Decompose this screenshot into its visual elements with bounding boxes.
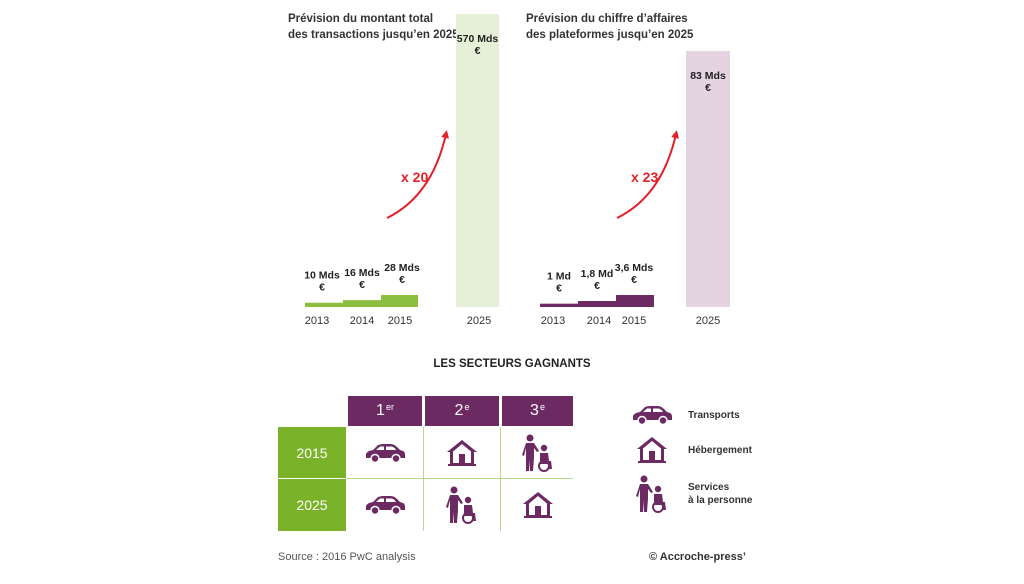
grid-vline-2 [500,427,501,531]
legend-item-transports: Transports [630,404,740,426]
legend-label-hebergement-line1: Hébergement [688,444,752,456]
grid-vline-1 [423,427,424,531]
chart1-title-line2: des transactions jusqu’en 2025 [288,29,459,41]
chart1-tick-2013: 2013 [305,315,329,327]
value-label-line: € [319,282,325,294]
chart1-bar-2013 [305,302,343,307]
chart1-value-label-2025: 570 Mds € [457,33,499,57]
rank-2-number: 2 [454,402,464,419]
legend-label-services-line1: Services [688,482,730,493]
value-label-line: 83 Mds [690,70,726,82]
value-label-line: € [359,279,365,291]
legend-label-hebergement: Hébergement [688,444,752,457]
car-icon [366,443,405,463]
rank-3-suffix: e [539,402,545,412]
value-label-line: € [631,274,637,286]
rank-1-number: 1 [376,402,385,419]
chart2-tick-2014: 2014 [587,315,611,327]
chart1-tick-2014: 2014 [350,315,374,327]
chart1-title-line1: Prévision du montant total [288,13,434,25]
row-year-2025: 2025 [278,479,346,531]
charts-svg: 10 Mds € 16 Mds € 28 Mds € 570 Mds € 2013 20… [304,14,730,327]
rank-2-suffix: e [464,402,470,412]
chart2-growth-arrow [616,130,680,219]
chart1-multiplier-label: x 20 [401,169,428,185]
chart1-bar-2015 [381,295,418,307]
cell-2015-rank1 [348,427,422,478]
chart2-value-label-2025: 83 Mds € [690,70,726,94]
car-icon [366,496,405,516]
value-label-line: 1,8 Md [581,268,614,280]
legend-label-services: Services à la personne [688,481,752,507]
chart1-title: Prévision du montant total des transacti… [288,11,459,43]
chart1-value-label-2014: 16 Mds € [344,267,380,291]
source-note: Source : 2016 PwC analysis [278,551,416,563]
sectors-title: LES SECTEURS GAGNANTS [433,358,591,370]
caregiver-icon [521,434,552,472]
value-label-line: € [399,274,405,286]
value-label-line: € [705,82,711,94]
value-label-line: 28 Mds [384,262,420,274]
chart1-growth-arrow [386,130,450,219]
rank-3-number: 3 [530,402,539,419]
chart1-tick-2025: 2025 [467,315,491,327]
chart2-value-label-2013: 1 Md € [547,271,571,295]
rank-1-suffix: er [385,402,394,412]
value-label-line: € [594,280,600,292]
chart2-title: Prévision du chiffre d’affaires des plat… [526,11,693,43]
value-label-line: 16 Mds [344,267,380,279]
legend-item-hebergement: Hébergement [636,436,752,464]
chart2-bar-2014 [578,301,616,307]
chart2-tick-2025: 2025 [696,315,720,327]
value-label-line: 10 Mds [304,270,340,282]
chart2-tick-2015: 2015 [622,315,646,327]
cell-2015-rank3 [502,427,573,478]
cell-2025-rank2 [425,479,499,531]
chart2-bar-2015 [616,295,654,307]
value-label-line: 1 Md [547,271,571,283]
cell-2025-rank3 [502,479,573,531]
legend-label-services-line2: à la personne [688,495,753,506]
chart2-multiplier-label: x 23 [631,169,658,185]
house-icon [637,437,667,463]
chart2-bar-2025 [686,51,730,307]
chart2-tick-2013: 2013 [541,315,565,327]
chart2-value-label-2015: 3,6 Mds € [615,262,654,286]
house-icon [522,492,553,518]
legend-label-transports-line1: Transports [688,409,740,421]
value-label-line: € [556,283,562,295]
house-icon [447,439,477,466]
caregiver-icon [636,475,666,513]
cell-2015-rank2 [425,427,499,478]
grid-hline [346,478,573,479]
car-icon [633,406,672,426]
chart2-bar-2013 [540,303,578,307]
rank-header-1: 1 er [348,396,422,426]
chart2-title-line1: Prévision du chiffre d’affaires [526,13,688,25]
value-label-line: 3,6 Mds [615,262,654,274]
legend-item-services: Services à la personne [636,474,752,514]
chart2-group: 1 Md € 1,8 Md € 3,6 Mds € 83 Mds € 2013 2014… [540,51,730,327]
caregiver-icon [446,486,476,524]
value-label-line: € [475,45,481,57]
chart1-tick-2015: 2015 [388,315,412,327]
chart1-group: 10 Mds € 16 Mds € 28 Mds € 570 Mds € 2013 20… [304,14,499,327]
cell-2025-rank1 [348,479,422,531]
chart2-value-label-2014: 1,8 Md € [581,268,614,292]
chart2-title-line2: des plateformes jusqu’en 2025 [526,29,694,41]
row-year-2015: 2015 [278,427,346,478]
chart1-value-label-2013: 10 Mds € [304,270,340,294]
legend-label-transports: Transports [688,409,740,422]
chart1-value-label-2015: 28 Mds € [384,262,420,286]
value-label-line: 570 Mds [457,33,499,45]
credit-note: © Accroche-press’ [649,551,746,563]
chart1-bar-2025 [456,14,499,307]
chart1-bar-2014 [343,300,381,307]
